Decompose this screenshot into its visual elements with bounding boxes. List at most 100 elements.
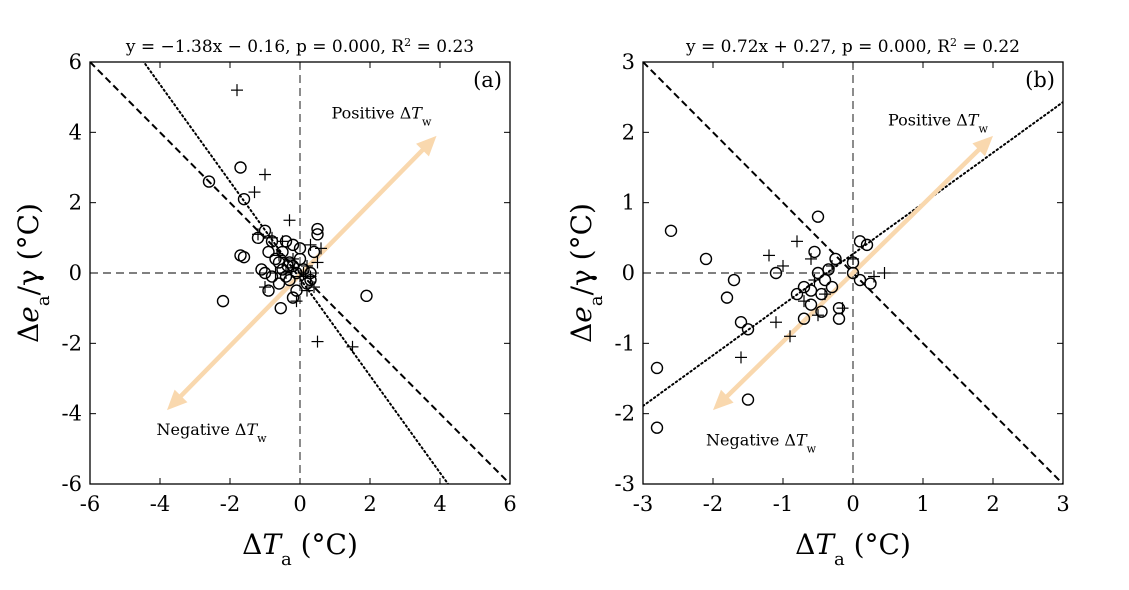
data-point-plus bbox=[311, 335, 324, 348]
data-point-plus bbox=[784, 330, 796, 343]
data-point-plus bbox=[868, 270, 880, 283]
y-tick-label: 1 bbox=[622, 191, 635, 215]
arrow-head-negative bbox=[713, 389, 734, 411]
series-plus bbox=[231, 84, 359, 353]
y-tick-label: -4 bbox=[62, 402, 82, 426]
annotation-negative: Negative ΔTw bbox=[706, 430, 817, 455]
data-point-plus bbox=[301, 259, 313, 272]
data-point-circle bbox=[741, 393, 755, 406]
data-point-plus bbox=[836, 302, 849, 315]
y-axis-label: Δea/γ (°C) bbox=[12, 203, 54, 343]
x-tick-label: 3 bbox=[1056, 492, 1069, 516]
data-point-circle bbox=[272, 277, 286, 290]
series-plus bbox=[735, 235, 891, 364]
panel-a: -6 -4 -2 0 2 4 6 -6 -4 -2 0 2 4 6 y = −1.38x − 0.16, p… bbox=[12, 36, 517, 570]
data-point-circle bbox=[769, 266, 783, 280]
data-point-circle bbox=[650, 361, 664, 375]
data-point-circle bbox=[262, 284, 275, 297]
data-point-plus bbox=[290, 295, 303, 308]
data-point-circle bbox=[311, 222, 324, 236]
data-point-circle bbox=[734, 316, 748, 329]
data-point-plus bbox=[301, 284, 313, 297]
data-point-circle bbox=[286, 291, 300, 304]
data-point-circle bbox=[360, 289, 373, 303]
series-circle bbox=[650, 210, 877, 434]
y-tick-label: 2 bbox=[622, 120, 635, 144]
data-point-circle bbox=[741, 323, 755, 336]
annotation-negative: Negative ΔTw bbox=[157, 420, 268, 445]
data-point-circle bbox=[234, 161, 247, 174]
data-point-circle bbox=[825, 280, 839, 294]
data-point-circle bbox=[832, 312, 846, 325]
x-tick-label: -2 bbox=[220, 492, 240, 516]
x-tick-label: -1 bbox=[773, 492, 793, 516]
panel-label: (b) bbox=[1025, 68, 1055, 92]
data-point-plus bbox=[269, 267, 282, 279]
data-point-plus bbox=[735, 351, 747, 364]
data-point-plus bbox=[847, 252, 859, 265]
data-point-plus bbox=[798, 295, 810, 308]
data-point-circle bbox=[815, 305, 828, 318]
data-point-circle bbox=[853, 235, 867, 248]
data-point-plus bbox=[266, 231, 278, 244]
data-point-plus bbox=[878, 267, 891, 279]
y-tick-label: 4 bbox=[69, 120, 82, 144]
data-point-circle bbox=[216, 294, 230, 308]
data-point-circle bbox=[255, 263, 268, 276]
data-point-circle bbox=[804, 298, 818, 311]
data-point-plus bbox=[280, 267, 292, 279]
data-point-circle bbox=[274, 301, 287, 315]
data-point-circle bbox=[808, 245, 821, 259]
data-point-circle bbox=[818, 273, 832, 287]
data-point-plus bbox=[283, 214, 296, 227]
data-point-circle bbox=[258, 224, 272, 238]
data-point-circle bbox=[202, 175, 216, 188]
data-point-circle bbox=[293, 242, 307, 255]
y-tick-label: 0 bbox=[69, 261, 82, 285]
arrow-head-negative bbox=[167, 389, 188, 411]
data-point-plus bbox=[819, 288, 831, 301]
y-tick-label: 0 bbox=[622, 261, 635, 285]
y-tick-label: -2 bbox=[62, 331, 82, 355]
data-point-plus bbox=[248, 186, 261, 199]
data-point-circle bbox=[804, 284, 818, 297]
data-point-circle bbox=[281, 259, 294, 273]
data-point-circle bbox=[664, 224, 678, 238]
data-point-plus bbox=[276, 235, 289, 248]
series-circle bbox=[202, 161, 373, 315]
data-point-circle bbox=[237, 192, 251, 206]
data-point-plus bbox=[805, 252, 817, 265]
y-tick-label: 6 bbox=[69, 50, 82, 74]
y-tick-label: 3 bbox=[622, 50, 635, 74]
fit-line bbox=[643, 101, 1063, 407]
data-point-circle bbox=[797, 280, 811, 294]
y-tick-label: -6 bbox=[62, 472, 82, 496]
data-point-circle bbox=[727, 273, 741, 287]
data-point-plus bbox=[252, 228, 264, 241]
data-point-plus bbox=[763, 249, 775, 262]
data-point-plus bbox=[812, 309, 824, 322]
data-point-circle bbox=[829, 252, 842, 266]
data-point-plus bbox=[315, 242, 327, 255]
data-point-circle bbox=[797, 312, 811, 325]
panel-label: (a) bbox=[473, 68, 502, 92]
data-point-circle bbox=[237, 250, 251, 264]
x-tick-label: -2 bbox=[703, 492, 723, 516]
arrow-shaft bbox=[721, 144, 985, 402]
data-point-plus bbox=[287, 252, 299, 265]
x-axis-label: ΔTa (°C) bbox=[795, 528, 911, 570]
annotation-positive: Positive ΔTw bbox=[332, 103, 432, 128]
data-point-circle bbox=[265, 270, 279, 283]
data-point-circle bbox=[699, 252, 713, 266]
x-tick-label: 0 bbox=[846, 492, 859, 516]
data-point-plus bbox=[777, 259, 789, 272]
chart-title: y = −1.38x − 0.16, p = 0.000, R2 = 0.23 bbox=[125, 36, 474, 58]
data-point-plus bbox=[346, 340, 359, 353]
x-tick-label: 0 bbox=[293, 492, 306, 516]
data-point-plus bbox=[826, 259, 838, 272]
data-point-plus bbox=[273, 249, 285, 262]
x-axis-label: ΔTa (°C) bbox=[242, 528, 358, 570]
x-tick-label: -3 bbox=[633, 492, 653, 516]
data-point-plus bbox=[297, 267, 310, 279]
